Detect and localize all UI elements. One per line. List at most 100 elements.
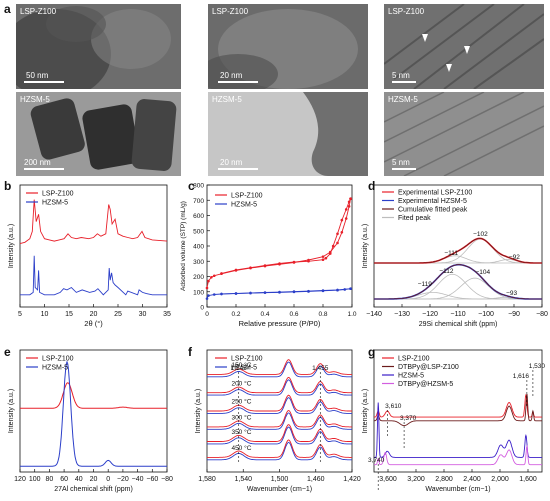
tem-texture (208, 4, 368, 89)
isotherm-point (324, 256, 328, 260)
isotherm-point (205, 286, 209, 290)
tem-label: HZSM-5 (388, 95, 418, 104)
pyir-series-line (207, 441, 352, 461)
dtbpy-x-tick-label: 3,600 (379, 476, 397, 483)
panel-letter-c: c (188, 179, 195, 193)
scale-text: 5 nm (392, 158, 410, 167)
panel-letter-d: d (368, 179, 376, 193)
scale-bar (24, 81, 64, 83)
al-nmr-x-tick-label: 0 (106, 476, 110, 483)
si-nmr-x-tick-label: −120 (422, 311, 438, 318)
pyir-series-line (207, 379, 352, 396)
pyir-legend-label: HZSM-5 (231, 365, 257, 372)
isotherm-point (347, 205, 351, 208)
isotherm-y-tick-label: 200 (193, 274, 204, 281)
si-nmr-xlabel: 29Si chemical shift (ppm) (419, 321, 498, 328)
al-nmr-x-tick-label: −80 (161, 476, 173, 483)
scale-text: 50 nm (26, 71, 49, 80)
si-nmr-annotation: −93 (506, 290, 517, 297)
al-nmr-x-tick-label: −60 (146, 476, 158, 483)
isotherm-point (321, 255, 325, 258)
isotherm-point (220, 272, 223, 275)
xrd-series-line (20, 255, 167, 296)
pyir-annotation: 1,545 (231, 365, 248, 372)
si-nmr-annotation: −92 (509, 254, 520, 261)
xrd-series-line (19, 199, 168, 245)
tem-image-lsp-20nm: LSP-Z100 20 nm (208, 4, 368, 89)
dtbpy-annotation: 1,530 (529, 363, 546, 370)
dtbpy-x-tick-label: 2,800 (435, 476, 453, 483)
si-nmr-x-tick-label: −100 (478, 311, 494, 318)
xrd-ylabel: Intensity (a.u.) (8, 224, 15, 268)
tem-label: HZSM-5 (212, 95, 242, 104)
pyir-series-line (207, 424, 352, 442)
si-nmr-x-tick-label: −90 (508, 311, 520, 318)
scale-text: 20 nm (220, 71, 243, 80)
si-nmr-x-tick-label: −80 (536, 311, 548, 318)
si-nmr-x-tick-label: −140 (366, 311, 382, 318)
dtbpy-x-tick-label: 2,000 (491, 476, 509, 483)
al-nmr-x-tick-label: 20 (90, 476, 98, 483)
pyir-temperature-label: 200 °C (231, 379, 251, 387)
scale-text: 200 nm (24, 158, 51, 167)
isotherm-point (307, 289, 310, 293)
isotherm-x-tick-label: 0 (205, 311, 209, 318)
tem-label: LSP-Z100 (212, 7, 249, 16)
dtbpy-ylabel: Intensity (a.u.) (362, 389, 369, 433)
isotherm-x-tick-label: 0.6 (289, 311, 298, 318)
dtbpy-series-line (374, 444, 542, 466)
isotherm-point (321, 258, 325, 262)
scale-bar (392, 168, 416, 170)
isotherm-desorption-line (221, 288, 351, 295)
isotherm-point (212, 274, 216, 278)
isotherm-adsorption-line (206, 198, 352, 288)
xrd-legend-label: HZSM-5 (42, 200, 68, 207)
dtbpy-series-line (374, 393, 542, 418)
si-nmr-legend-label: Fited peak (398, 215, 431, 222)
isotherm-point (234, 268, 238, 272)
isotherm-point (340, 230, 344, 234)
dtbpy-annotation: 3,740 (368, 457, 385, 464)
tem-texture (384, 4, 544, 89)
isotherm-point (349, 287, 352, 291)
pyir-series-line (207, 397, 352, 414)
pyir-series-line (207, 394, 352, 412)
si-nmr-legend-label: Experimental HZSM-5 (398, 198, 467, 205)
pyir-annotation: 1,455 (312, 365, 329, 372)
isotherm-point (347, 200, 351, 204)
scale-text: 5 nm (392, 71, 410, 80)
al-nmr-x-tick-label: −20 (117, 476, 129, 483)
si-nmr-annotation: −102 (473, 231, 488, 238)
isotherm-xlabel: Relative pressure (P/P0) (239, 319, 321, 328)
tem-image-hz-5nm: HZSM-5 5 nm (384, 92, 544, 176)
al-nmr-series-line (20, 382, 167, 409)
scale-bar (24, 168, 64, 170)
tem-texture (208, 92, 368, 176)
pyir-x-tick-label: 1,500 (271, 476, 289, 483)
pyir-x-tick-label: 1,420 (343, 476, 361, 483)
dtbpy-xlabel: Wavenumber (cm−1) (425, 486, 490, 493)
scale-text: 20 nm (220, 158, 243, 167)
pyir-x-tick-label: 1,540 (234, 476, 252, 483)
dtbpy-legend-label: DTBPy@HZSM-5 (398, 381, 453, 388)
isotherm-point (292, 260, 296, 264)
pyir-series-line (207, 439, 352, 458)
si-nmr-annotation: −104 (475, 269, 490, 276)
pyir-series-line (207, 426, 352, 445)
pyir-temperature-label: 300 °C (231, 414, 251, 422)
isotherm-point (249, 266, 252, 269)
si-nmr-annotation: −119 (418, 281, 433, 288)
xrd-legend-label: LSP-Z100 (42, 191, 74, 198)
isotherm-point (278, 262, 281, 265)
al-nmr-x-tick-label: 80 (46, 476, 54, 483)
xrd-x-tick-label: 30 (139, 311, 147, 318)
tem-texture (16, 92, 181, 176)
isotherm-point (344, 217, 348, 220)
al-nmr-x-tick-label: 40 (75, 476, 83, 483)
isotherm-frame (206, 184, 353, 308)
isotherm-point (207, 279, 210, 283)
si-nmr-cumulative-hz (374, 264, 542, 300)
isotherm-y-tick-label: 500 (193, 228, 204, 235)
isotherm-x-tick-label: 0.8 (318, 311, 327, 318)
